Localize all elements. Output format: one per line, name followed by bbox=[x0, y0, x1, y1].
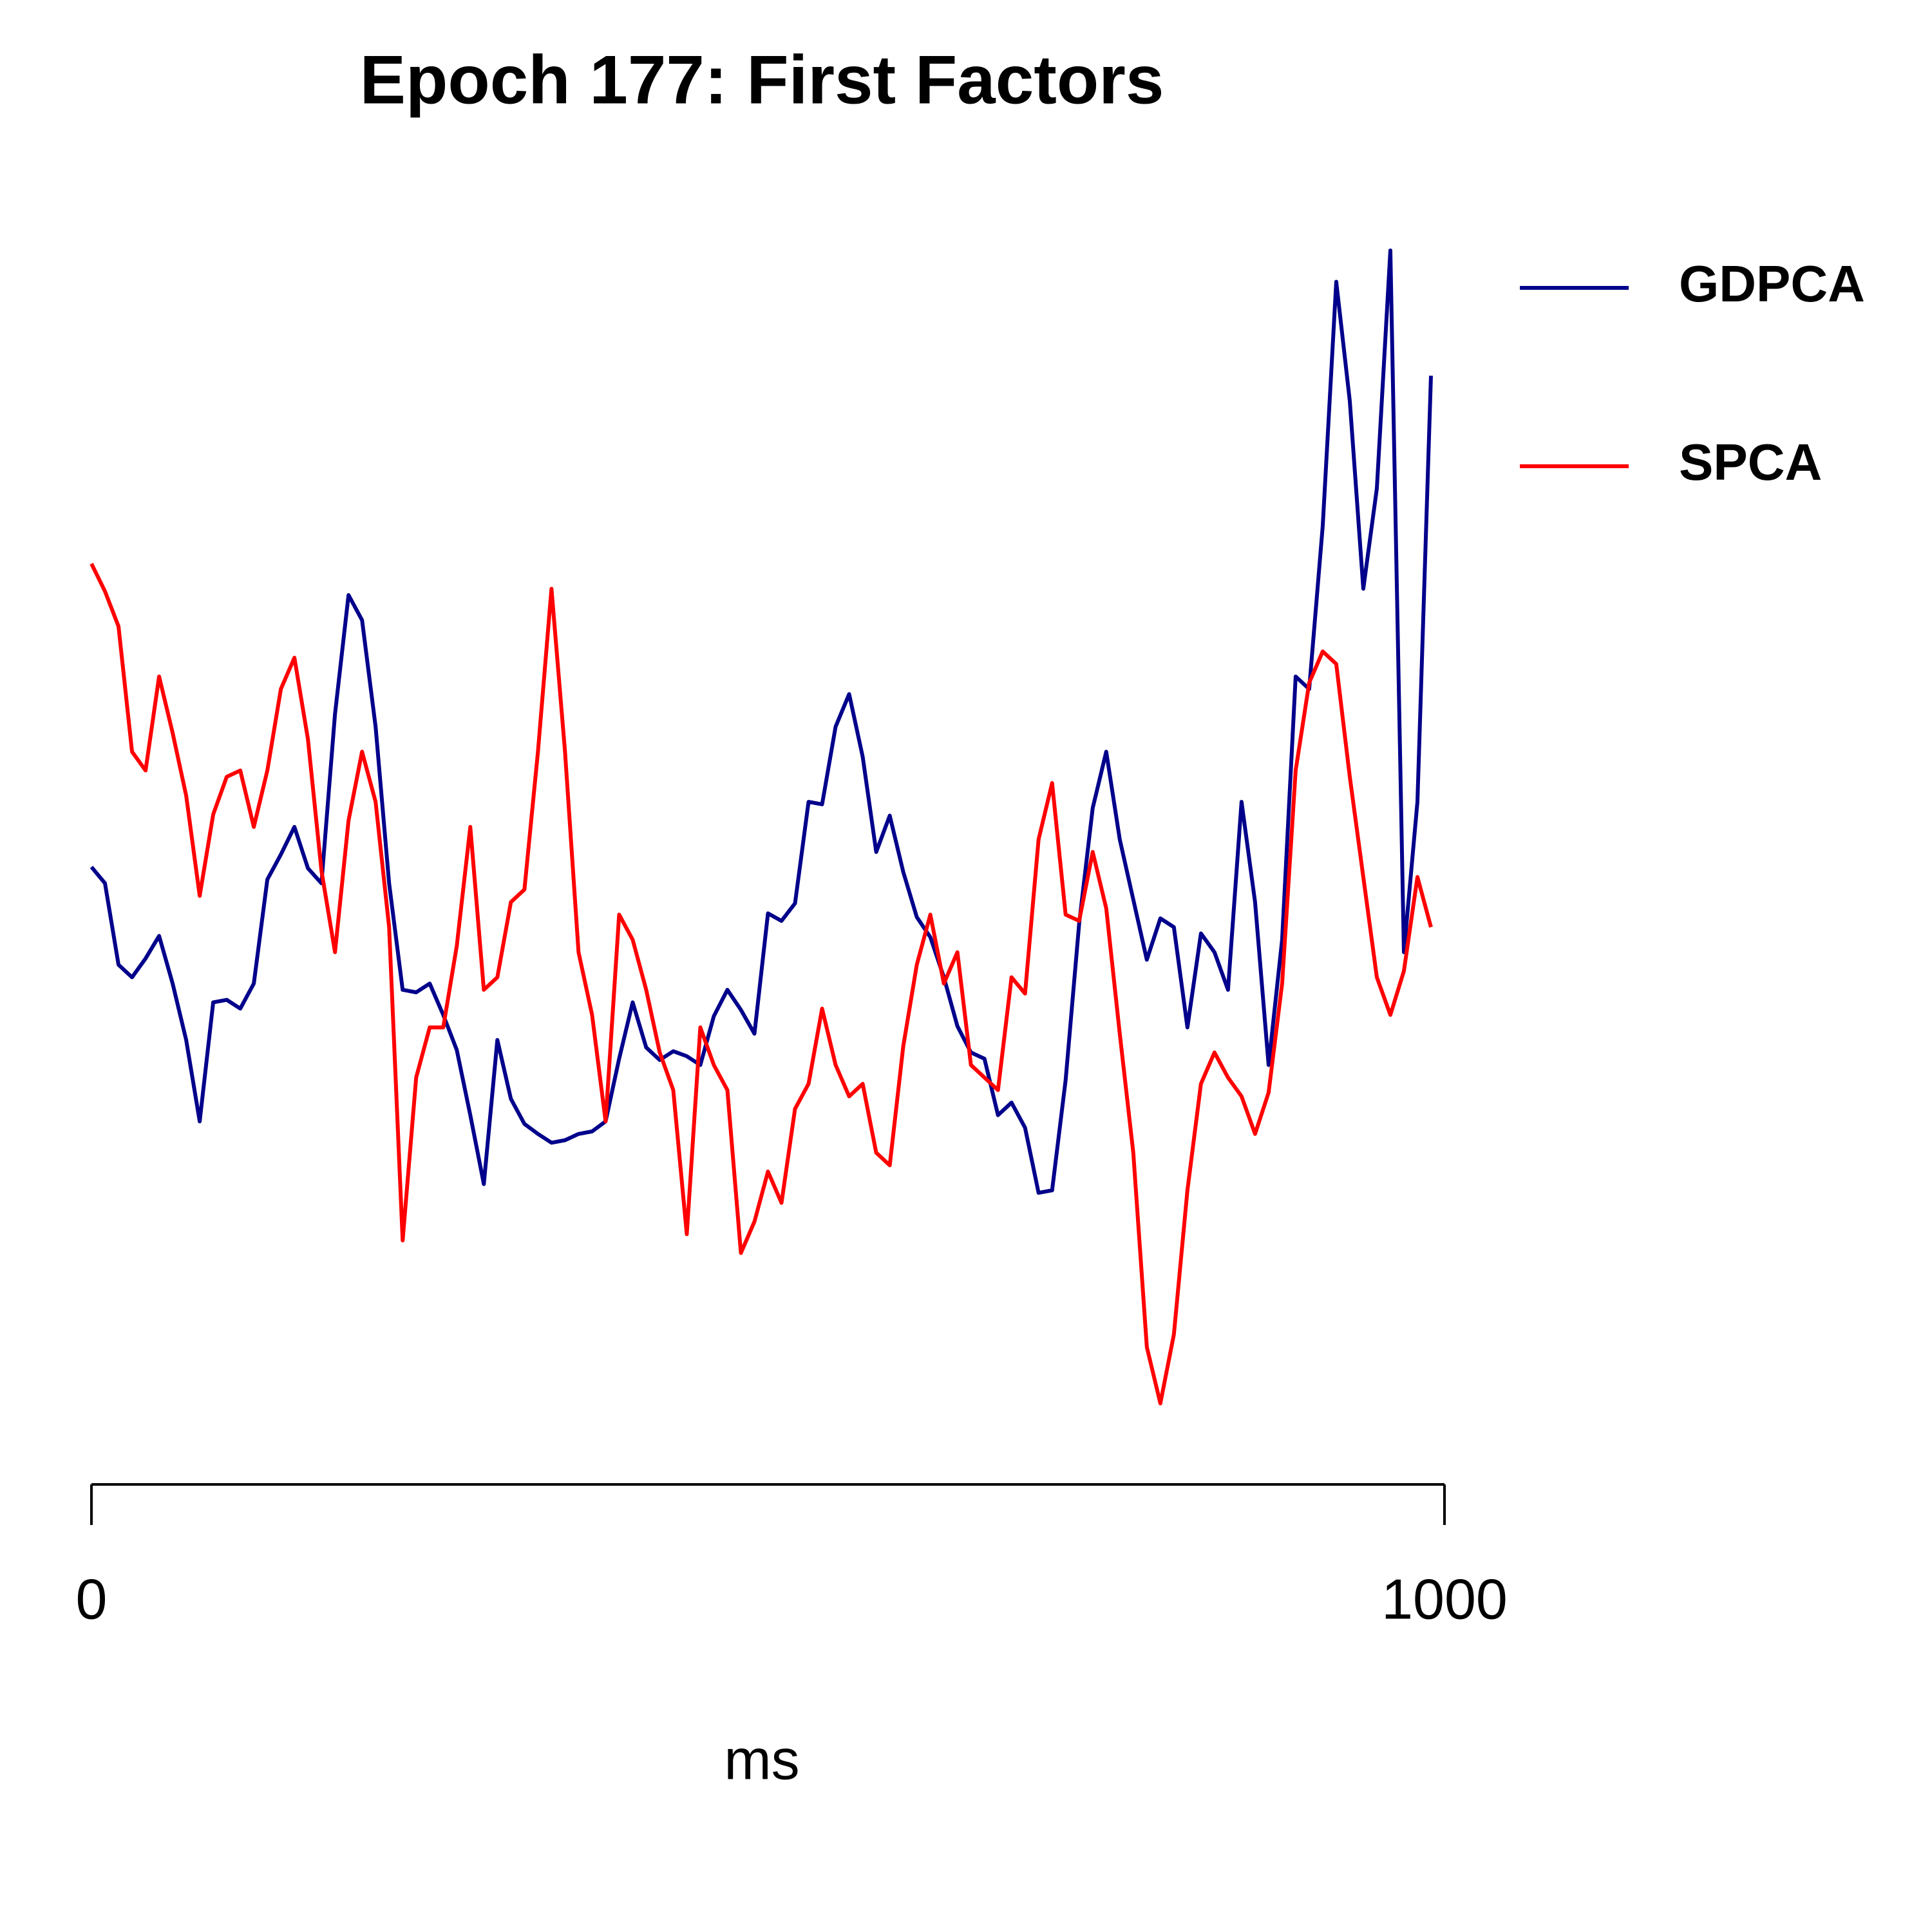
series-line bbox=[90, 248, 1433, 1195]
legend-label: GDPCA bbox=[1679, 255, 1865, 312]
legend-label: SPCA bbox=[1679, 433, 1822, 491]
x-tick-label: 0 bbox=[76, 1567, 108, 1631]
x-axis-label: ms bbox=[724, 1727, 799, 1791]
chart-title: Epoch 177: First Factors bbox=[360, 41, 1164, 118]
x-tick-label: 1000 bbox=[1381, 1567, 1508, 1631]
series-line bbox=[90, 563, 1433, 1406]
